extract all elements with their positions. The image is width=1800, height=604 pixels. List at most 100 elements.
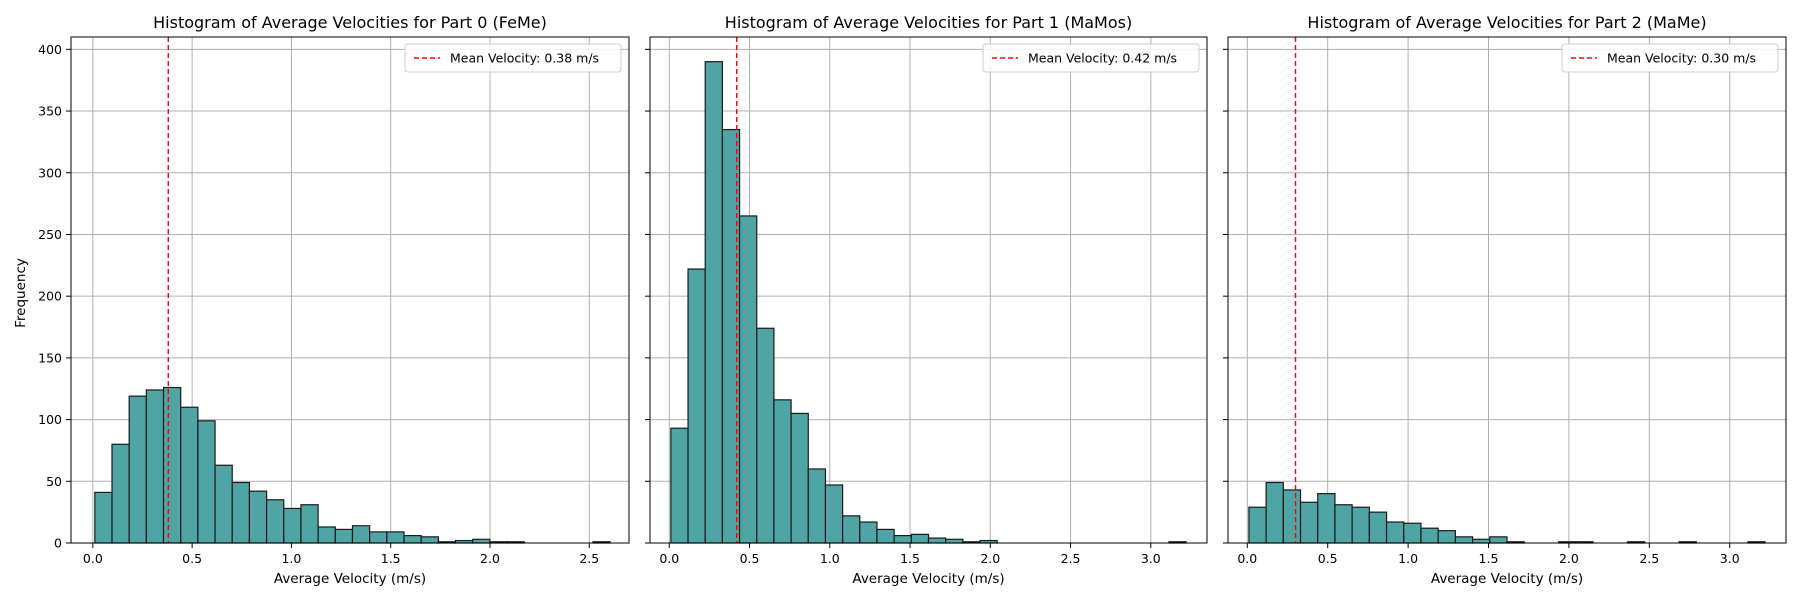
y-tick-label: 250 — [38, 227, 62, 242]
histogram-bar — [824, 484, 844, 544]
histogram-bar — [773, 399, 792, 544]
histogram-bar — [876, 528, 895, 544]
legend-label: Mean Velocity: 0.30 m/s — [1607, 51, 1756, 66]
y-tick-label: 100 — [38, 412, 62, 427]
x-tick-label: 1.0 — [1398, 551, 1418, 566]
histogram-bar — [1299, 501, 1319, 544]
histogram-bar — [369, 531, 388, 544]
legend: Mean Velocity: 0.42 m/s — [982, 43, 1200, 73]
x-axis-label: Average Velocity (m/s) — [1431, 571, 1583, 587]
histogram-bar — [94, 491, 113, 544]
histogram-bar — [1420, 527, 1439, 544]
histogram-bar — [807, 468, 827, 544]
legend-box — [982, 43, 1200, 73]
legend-label: Mean Velocity: 0.42 m/s — [1028, 51, 1177, 66]
histogram-bar — [1351, 506, 1370, 544]
histogram-bar — [756, 327, 775, 544]
x-tick-label: 1.0 — [820, 551, 840, 566]
legend: Mean Velocity: 0.30 m/s — [1561, 43, 1779, 73]
x-tick-label: 0.5 — [182, 551, 202, 566]
histogram-bar — [910, 533, 930, 544]
chart-title: Histogram of Average Velocities for Part… — [153, 13, 547, 32]
x-tick-label: 0.5 — [1318, 551, 1338, 566]
y-tick-label: 300 — [38, 165, 62, 180]
x-tick-label: 1.0 — [281, 551, 301, 566]
histogram-bar — [472, 538, 491, 544]
histogram-bar — [1282, 489, 1302, 544]
chart-title: Histogram of Average Velocities for Part… — [725, 13, 1132, 32]
y-axis-label: Frequency — [13, 258, 29, 328]
x-tick-label: 2.0 — [1559, 551, 1579, 566]
x-axis-label: Average Velocity (m/s) — [274, 571, 426, 587]
histogram-bar — [265, 499, 285, 544]
chart-title: Histogram of Average Velocities for Part… — [1307, 13, 1706, 32]
histogram-bar — [704, 61, 723, 544]
histogram-bar — [1368, 511, 1388, 544]
x-tick-label: 2.5 — [1061, 551, 1081, 566]
x-tick-label: 2.5 — [1639, 551, 1659, 566]
x-tick-label: 3.0 — [1720, 551, 1740, 566]
x-tick-label: 2.5 — [579, 551, 599, 566]
histogram-bar — [1317, 493, 1336, 544]
histogram-bar — [842, 515, 861, 544]
histogram-bar — [334, 528, 354, 544]
histogram-bar — [893, 534, 912, 544]
chart-panel-0: 0.0 0.5 1.0 1.5 2.0 2.5 0 50 100 150 200 250 300 350 4… — [38, 13, 630, 587]
histogram-bar — [1403, 522, 1422, 544]
x-tick-label: 1.5 — [1479, 551, 1499, 566]
chart-panel-1: 0.0 0.5 1.0 1.5 2.0 2.5 3.0 Histogram of Averag… — [645, 13, 1208, 587]
histogram-bar — [790, 412, 809, 544]
x-tick-label: 1.5 — [900, 551, 920, 566]
histogram-bar — [420, 536, 439, 544]
histogram-bar — [670, 427, 689, 544]
histogram-bar — [1437, 530, 1456, 544]
histogram-bar — [386, 531, 405, 544]
y-tick-label: 0 — [54, 536, 62, 551]
y-tick-label: 50 — [46, 474, 62, 489]
histogram-bar — [687, 268, 706, 544]
histogram-bar — [945, 538, 964, 544]
x-tick-label: 3.0 — [1141, 551, 1161, 566]
histogram-bar — [317, 526, 336, 544]
chart-panel-2: 0.0 0.5 1.0 1.5 2.0 2.5 3.0 Histogram of Averag… — [1223, 13, 1787, 587]
x-tick-label: 2.0 — [480, 551, 500, 566]
histogram-bar — [214, 464, 233, 544]
histogram-bar — [859, 521, 878, 544]
x-axis-label: Average Velocity (m/s) — [852, 571, 1004, 587]
x-tick-label: 0.5 — [740, 551, 760, 566]
axes-frame — [649, 36, 1208, 544]
axes-frame — [1227, 36, 1787, 544]
histogram-bar — [1454, 536, 1474, 544]
histogram-bar — [1248, 506, 1267, 544]
histogram-bar — [351, 525, 371, 544]
legend: Mean Velocity: 0.38 m/s — [404, 43, 622, 73]
histogram-bar — [283, 507, 302, 544]
histogram-bar — [1334, 504, 1353, 544]
histogram-bar — [403, 534, 422, 544]
histogram-bar — [1385, 521, 1405, 544]
histogram-bar — [180, 406, 199, 544]
histogram-bar — [128, 395, 147, 544]
legend-box — [1561, 43, 1779, 73]
histogram-bar — [1471, 538, 1491, 544]
histogram-bar — [145, 389, 165, 544]
y-tick-label: 350 — [38, 104, 62, 119]
y-tick-label: 150 — [38, 350, 62, 365]
y-tick-label: 200 — [38, 289, 62, 304]
histogram-bar — [197, 420, 216, 544]
histogram-bar — [300, 504, 319, 544]
y-tick-label: 400 — [38, 42, 62, 57]
histogram-bar — [1265, 481, 1284, 544]
x-tick-label: 0.0 — [1237, 551, 1257, 566]
histogram-bar — [231, 481, 251, 544]
x-tick-label: 1.5 — [381, 551, 401, 566]
histogram-bar — [927, 537, 947, 544]
legend-label: Mean Velocity: 0.38 m/s — [450, 51, 599, 66]
x-tick-label: 0.0 — [83, 551, 103, 566]
legend-box — [404, 43, 622, 73]
x-tick-label: 2.0 — [980, 551, 1000, 566]
histogram-bar — [738, 215, 758, 544]
histogram-bar — [111, 443, 130, 544]
